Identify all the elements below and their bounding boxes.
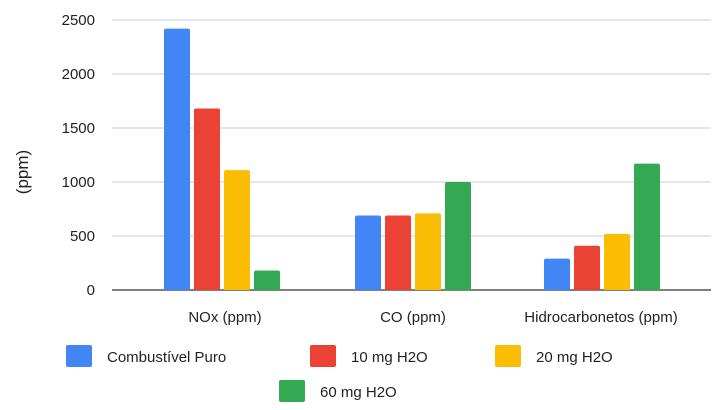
- x-category-label: NOx (ppm): [188, 309, 261, 326]
- legend-swatch: [66, 345, 92, 367]
- legend-label: Combustível Puro: [107, 349, 226, 366]
- y-tick-labels: 0 500 1000 1500 2000 2500: [62, 12, 95, 299]
- bar: [445, 182, 471, 290]
- bar: [574, 245, 600, 290]
- bar: [194, 108, 220, 290]
- bar: [385, 215, 411, 290]
- bar: [355, 215, 381, 290]
- y-tick-label: 2500: [62, 12, 95, 29]
- bar: [164, 28, 190, 290]
- x-category-label: CO (ppm): [380, 309, 446, 326]
- x-category-labels: NOx (ppm) CO (ppm) Hidrocarbonetos (ppm): [188, 309, 677, 326]
- y-tick-label: 1500: [62, 120, 95, 137]
- x-category-label: Hidrocarbonetos (ppm): [524, 309, 677, 326]
- bar: [254, 270, 280, 290]
- bar: [544, 258, 570, 290]
- y-tick-label: 500: [70, 228, 95, 245]
- y-tick-label: 2000: [62, 66, 95, 83]
- bar: [415, 213, 441, 290]
- legend-label: 20 mg H2O: [536, 349, 613, 366]
- bar: [224, 170, 250, 290]
- legend-swatch: [495, 345, 521, 367]
- legend: Combustível Puro 10 mg H2O 20 mg H2O 60 mg …: [66, 345, 613, 402]
- bar: [634, 163, 660, 290]
- legend-swatch: [279, 380, 305, 402]
- legend-swatch: [310, 345, 336, 367]
- bar: [604, 233, 630, 290]
- y-tick-label: 1000: [62, 174, 95, 191]
- bars: [164, 28, 660, 290]
- legend-label: 10 mg H2O: [351, 349, 428, 366]
- y-tick-label: 0: [87, 282, 95, 299]
- legend-label: 60 mg H2O: [320, 384, 397, 401]
- y-axis-title: (ppm): [13, 150, 32, 194]
